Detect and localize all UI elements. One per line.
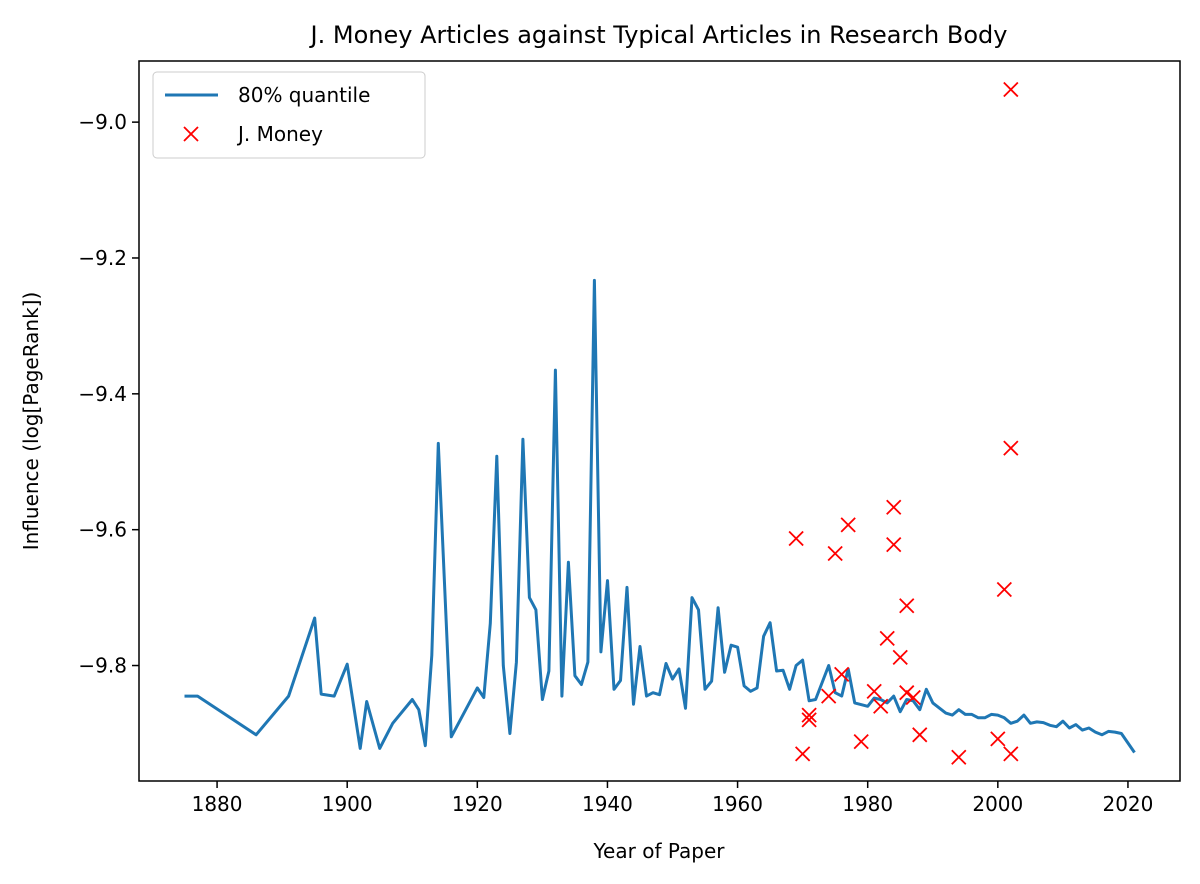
data-point-jmoney [879,630,895,646]
x-axis-label: Year of Paper [593,839,726,863]
data-point-jmoney [801,707,817,723]
series-layer [184,81,1136,765]
x-tick-label: 1900 [322,792,373,816]
data-point-jmoney [788,530,804,547]
y-tick-label: −9.6 [78,518,127,542]
legend-x-marker [183,126,199,142]
data-point-jmoney [840,517,856,533]
y-axis-label: Influence (log[PageRank]) [19,292,43,551]
data-point-jmoney [821,688,837,704]
y-tick-label: −9.0 [78,110,127,134]
data-point-jmoney [1003,81,1019,98]
data-point-jmoney [886,499,902,515]
data-point-jmoney [990,731,1006,747]
series-line-quantile [184,278,1136,754]
legend-label-quantile: 80% quantile [238,83,370,107]
x-tick-label: 2020 [1102,792,1153,816]
x-tick-label: 1940 [582,792,633,816]
plot-area: 1880 1900 1920 1940 1960 1980 2000 2020 −9.0−9.… [78,60,1181,816]
chart-title: J. Money Articles against Typical Articl… [309,21,1008,49]
y-tick-label: −9.4 [78,382,127,406]
data-point-jmoney [801,712,817,728]
plot-frame [138,60,1181,782]
data-point-jmoney [795,746,811,762]
data-point-jmoney [834,666,850,682]
data-point-jmoney [873,698,889,714]
x-tick-label: 1980 [842,792,893,816]
y-axis-ticks: −9.0 −9.2 −9.4 −9.6 −9.8 [78,110,139,678]
y-tick-label: −9.2 [78,246,127,270]
x-axis-ticks: 1880 1900 1920 1940 1960 1980 2000 2020 [192,781,1153,816]
data-point-jmoney [899,685,915,701]
data-point-jmoney [866,683,882,699]
data-point-jmoney [853,733,869,750]
x-tick-label: 1960 [712,792,763,816]
data-point-jmoney [827,545,843,562]
x-tick-label: 1880 [192,792,243,816]
data-point-jmoney [899,598,915,614]
data-point-jmoney [1003,746,1019,762]
legend-label-jmoney: J. Money [236,122,323,146]
x-tick-label: 1920 [452,792,503,816]
data-point-jmoney [951,749,967,765]
data-point-jmoney [886,536,902,553]
data-point-jmoney [1003,440,1019,456]
data-point-jmoney [892,649,908,666]
legend: 80% quantile J. Money [152,71,426,159]
legend-box [152,71,426,159]
data-point-jmoney [996,581,1012,598]
x-tick-label: 2000 [972,792,1023,816]
data-point-jmoney [912,727,928,743]
y-tick-label: −9.8 [78,654,127,678]
data-point-jmoney [905,689,921,706]
